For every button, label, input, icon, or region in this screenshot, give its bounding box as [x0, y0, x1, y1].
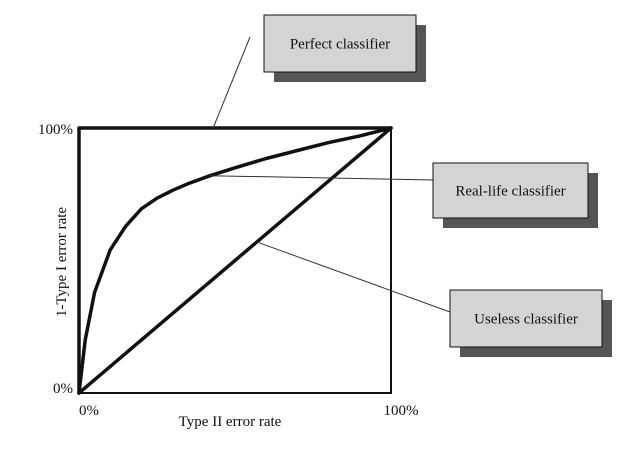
series-line-real-life-classifier	[77, 126, 393, 395]
x-tick-right: 100%	[384, 403, 419, 419]
series-line-useless-classifier	[77, 126, 393, 395]
callout-label: Real-life classifier	[455, 184, 565, 200]
callout-box	[263, 14, 417, 73]
leader-line-2	[256, 241, 451, 313]
callout-perfect-classifier: Perfect classifier	[263, 14, 426, 82]
series-line-perfect-classifier	[77, 126, 393, 395]
callout-label: Useless classifier	[474, 312, 578, 328]
x-tick-left: 0%	[79, 403, 99, 419]
callout-box	[449, 289, 603, 348]
y-tick-top: 100%	[38, 122, 73, 138]
callout-real-life-classifier: Real-life classifier	[432, 162, 598, 228]
callout-box	[432, 162, 589, 219]
x-axis-label: Type II error rate	[179, 414, 282, 430]
leader-line-1	[210, 175, 434, 181]
y-axis-label: 1-Type I error rate	[54, 207, 70, 317]
leader-layer	[210, 36, 451, 313]
y-tick-bottom: 0%	[53, 381, 73, 397]
leader-line-0	[212, 36, 251, 129]
series-layer	[77, 126, 393, 395]
callout-label: Perfect classifier	[290, 37, 390, 53]
callout-layer: Perfect classifier Real-life classifier Us…	[263, 14, 612, 357]
callout-useless-classifier: Useless classifier	[449, 289, 612, 357]
